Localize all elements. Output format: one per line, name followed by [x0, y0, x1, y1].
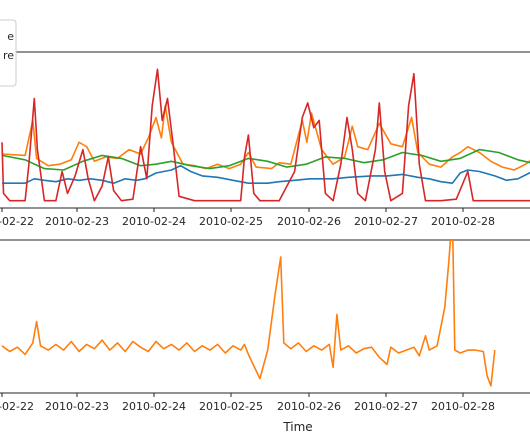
x-axis-label: Time [282, 420, 312, 434]
x-tick-label: 2010-02-24 [122, 400, 186, 413]
series-line-1 [1, 105, 530, 171]
series-line-3 [1, 68, 530, 202]
x-tick-label: 2010-02-25 [199, 400, 263, 413]
x-tick-label: 2010-02-23 [45, 215, 109, 228]
x-tick-label: 2010-02-26 [277, 400, 341, 413]
legend-box [0, 19, 17, 87]
x-tick-label: 2010-02-28 [431, 215, 495, 228]
x-tick-label: 2010-02-27 [354, 400, 418, 413]
top-axes: 2010-02-22 2010-02-23 2010-02-24 2010-02-25… [0, 19, 530, 228]
legend-entry-label: re [3, 49, 14, 62]
legend: e re [0, 19, 17, 87]
x-tick-label: 2010-02-22 [0, 400, 34, 413]
series-line-2 [1, 148, 530, 171]
legend-entry-label: e [7, 30, 14, 43]
x-tick-label: 2010-02-23 [45, 400, 109, 413]
series-line-0 [1, 240, 496, 387]
x-tick-label: 2010-02-28 [431, 400, 495, 413]
x-tick-label: 2010-02-27 [354, 215, 418, 228]
bottom-axes: 2010-02-22 2010-02-23 2010-02-24 2010-02-25… [0, 239, 530, 434]
x-tick-label: 2010-02-25 [199, 215, 263, 228]
x-tick-label: 2010-02-22 [0, 215, 34, 228]
x-tick-label: 2010-02-24 [122, 215, 186, 228]
x-tick-label: 2010-02-26 [277, 215, 341, 228]
